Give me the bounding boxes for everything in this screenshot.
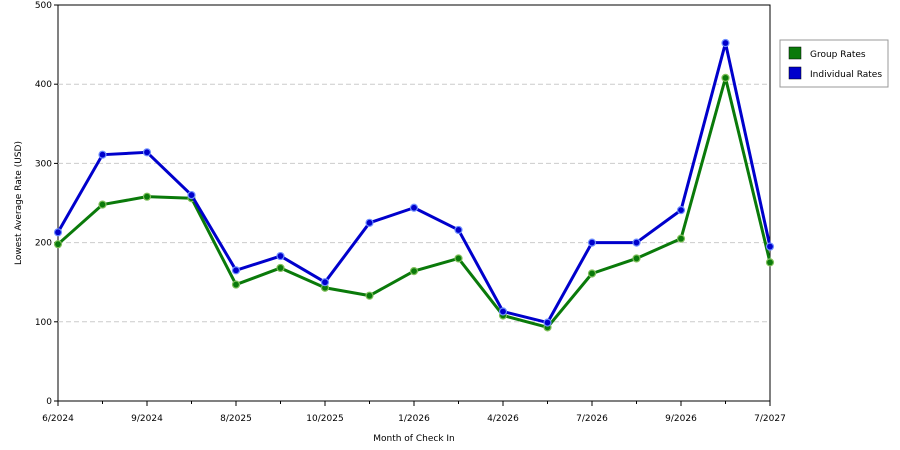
data-point-group-rates — [632, 254, 641, 263]
legend-swatch-individual-rates — [788, 66, 802, 80]
data-point-individual-rates — [142, 148, 152, 157]
data-point-individual-rates — [632, 238, 641, 247]
data-point-group-rates — [676, 234, 686, 243]
data-point-group-rates — [409, 267, 419, 276]
x-tick-label: 8/2025 — [220, 414, 252, 424]
data-point-individual-rates — [454, 225, 463, 235]
legend-label-group-rates: Group Rates — [810, 50, 866, 60]
data-point-group-rates — [454, 254, 463, 263]
data-point-individual-rates — [543, 318, 552, 327]
data-point-individual-rates — [53, 228, 63, 237]
x-tick-label: 7/2027 — [754, 414, 786, 424]
grid-lines — [58, 83, 770, 323]
data-point-group-rates — [765, 258, 775, 267]
data-point-group-rates — [587, 269, 597, 278]
y-tick-label: 400 — [35, 80, 52, 90]
data-point-individual-rates — [498, 307, 508, 316]
y-tick-label: 200 — [35, 239, 52, 249]
data-point-group-rates — [53, 240, 63, 249]
x-tick-label: 6/2024 — [42, 414, 74, 424]
y-tick-label: 300 — [35, 159, 52, 169]
data-point-group-rates — [365, 291, 374, 300]
series-layer — [53, 38, 775, 332]
data-point-individual-rates — [765, 242, 775, 251]
y-tick-label: 500 — [35, 1, 52, 11]
data-point-individual-rates — [187, 190, 196, 200]
data-point-individual-rates — [365, 218, 374, 227]
data-point-group-rates — [276, 263, 285, 273]
legend: Group Rates Individual Rates — [779, 39, 889, 88]
data-point-group-rates — [231, 280, 241, 289]
plot-area — [57, 4, 771, 402]
data-point-individual-rates — [587, 238, 597, 247]
legend-swatch-group-rates — [788, 46, 802, 60]
data-point-individual-rates — [721, 38, 730, 48]
data-point-group-rates — [721, 73, 730, 82]
legend-label-individual-rates: Individual Rates — [810, 70, 882, 80]
data-point-individual-rates — [409, 203, 419, 212]
data-point-group-rates — [142, 192, 152, 201]
y-axis: 0 100 200 300 400 500 — [35, 1, 58, 407]
data-point-individual-rates — [98, 150, 107, 159]
data-point-group-rates — [98, 200, 107, 209]
y-tick-label: 100 — [35, 318, 52, 328]
x-axis-title: Month of Check In — [373, 434, 455, 444]
data-point-individual-rates — [320, 278, 330, 287]
x-axis: 6/2024 9/2024 8/2025 10/2025 1/2026 4/2026 7/2… — [42, 401, 786, 424]
data-point-individual-rates — [276, 251, 285, 261]
y-tick-label: 0 — [46, 397, 52, 407]
x-tick-label: 9/2024 — [131, 414, 163, 424]
x-tick-label: 9/2026 — [665, 414, 697, 424]
x-tick-label: 10/2025 — [306, 414, 343, 424]
x-tick-label: 7/2026 — [576, 414, 608, 424]
x-tick-label: 1/2026 — [398, 414, 430, 424]
y-axis-title: Lowest Average Rate (USD) — [14, 141, 24, 265]
data-point-individual-rates — [231, 266, 241, 275]
data-point-individual-rates — [676, 206, 686, 215]
x-tick-label: 4/2026 — [487, 414, 519, 424]
